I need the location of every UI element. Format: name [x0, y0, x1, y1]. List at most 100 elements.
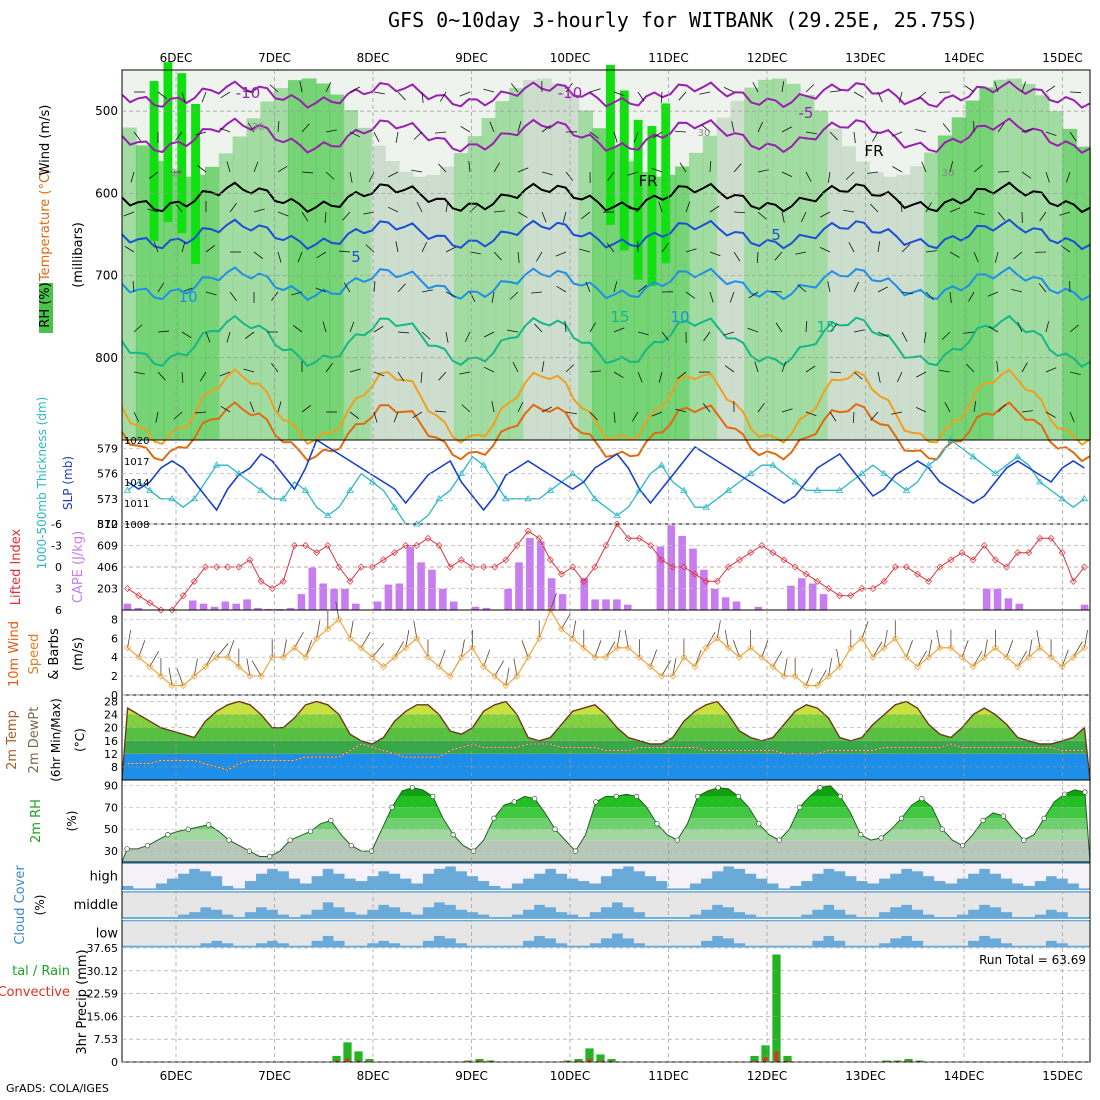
top-xtick-label: 13DEC	[845, 51, 885, 65]
cloud-gap-high	[778, 864, 790, 888]
cloud-gap-high	[244, 864, 256, 881]
cloud-gap-middle	[322, 893, 334, 903]
cloud-gap-low	[912, 921, 924, 940]
cape-bar	[504, 589, 512, 610]
cloud-gap-low	[389, 921, 401, 943]
contour-label: 5	[351, 248, 361, 266]
cloud-gap-high	[734, 864, 746, 869]
cloud-gap-high	[144, 864, 156, 888]
cloud-gap-low	[534, 921, 546, 936]
wind-barb	[395, 642, 404, 658]
cloud-gap-middle	[1068, 893, 1080, 917]
cloud-gap-low	[1045, 921, 1057, 940]
rh-band	[122, 780, 1090, 796]
rh-point	[920, 796, 925, 801]
rh-point	[879, 836, 884, 841]
thickness-ylabel: 1000-500mb Thickness (dm)	[35, 397, 49, 570]
cloud-gap-middle	[311, 893, 323, 910]
rh-shading-column	[993, 80, 1008, 440]
cape-bar	[591, 599, 599, 610]
cloud-gap-middle	[812, 893, 824, 910]
cloud-gap-low	[167, 921, 179, 945]
contour-label: 10	[670, 308, 689, 326]
temperature-tick-label: 12	[104, 748, 118, 761]
cloud-gap-middle	[934, 893, 946, 917]
bottom-xtick-label: 6DEC	[160, 1069, 193, 1083]
cloud-gap-low	[623, 921, 635, 938]
cloud-gap-middle	[122, 893, 134, 917]
slp-series-line	[128, 440, 1085, 510]
cape-bar	[624, 605, 632, 610]
cloud-gap-high	[879, 864, 891, 879]
temperature-band	[122, 702, 1090, 715]
precip-tick-label: 22.59	[87, 988, 119, 1001]
cloud-gap-low	[211, 921, 223, 940]
contour-label: FR	[638, 172, 657, 190]
wind-ylabel: 10m Wind	[7, 621, 22, 687]
rh-shading-column	[758, 80, 773, 440]
precip-convective-bar	[345, 1058, 349, 1062]
cloud-gap-high	[856, 864, 868, 881]
cloud-gap-middle	[1012, 893, 1024, 917]
top-xtick-label: 8DEC	[357, 51, 390, 65]
rh-shading-column	[924, 153, 939, 440]
rh-shading-column	[952, 117, 967, 440]
wind-barb	[817, 670, 826, 686]
bottom-xtick-label: 9DEC	[455, 1069, 488, 1083]
rh-tick-label: 90	[104, 779, 118, 792]
cloud-gap-middle	[356, 893, 368, 915]
thickness-tick-label: 576	[97, 468, 118, 481]
cloud-gap-low	[600, 921, 612, 938]
cloud-gap-middle	[489, 893, 501, 917]
bottom-xtick-label: 13DEC	[845, 1069, 885, 1083]
cape-bar	[439, 589, 447, 610]
cloud-gap-high	[322, 864, 334, 869]
pressure-tick-label: 700	[95, 269, 118, 283]
cloud-gap-middle	[723, 893, 735, 908]
cloud-gap-high	[411, 864, 423, 883]
cape-bar	[983, 589, 991, 610]
cloud-gap-middle	[456, 893, 468, 910]
cape-bar	[200, 604, 208, 610]
temperature-minmax-label: (6hr Min/Max)	[49, 698, 63, 782]
rh-point	[675, 838, 680, 843]
cloud-gap-middle	[233, 893, 245, 917]
cloud-gap-high	[300, 864, 312, 883]
bottom-xtick-label: 11DEC	[648, 1069, 688, 1083]
contour-label: 30	[252, 122, 265, 133]
cloud-gap-high	[890, 864, 902, 874]
cloud-gap-low	[578, 921, 590, 945]
cloud-gap-low	[133, 921, 145, 945]
contour-label: 15	[816, 318, 835, 336]
cloud-gap-middle	[1045, 893, 1057, 910]
cloud-gap-high	[1001, 864, 1013, 879]
wind-barb	[252, 661, 261, 677]
cloud-gap-middle	[133, 893, 145, 917]
cloud-gap-high	[133, 864, 145, 888]
cloud-gap-high	[923, 864, 935, 876]
rh-point	[858, 832, 863, 837]
rh-point	[1001, 814, 1006, 819]
cloud-gap-low	[778, 921, 790, 945]
cloud-gap-middle	[222, 893, 234, 915]
cloud-gap-middle	[945, 893, 957, 917]
cloud-gap-middle	[834, 893, 846, 910]
li-tick-label: 0	[55, 561, 62, 574]
cloud-gap-middle	[634, 893, 646, 912]
wind-speed-line	[128, 610, 1085, 686]
cape-bar	[124, 604, 132, 610]
cloud-gap-high	[222, 864, 234, 886]
rh-shading-column	[302, 78, 317, 440]
cloud-gap-middle	[856, 893, 868, 917]
cloud-gap-middle	[300, 893, 312, 915]
cloud-gap-middle	[689, 893, 701, 915]
cloud-gap-middle	[378, 893, 390, 905]
cloud-level-label: middle	[74, 898, 118, 913]
cloud-gap-low	[979, 921, 991, 936]
slp-tick-label: 1020	[124, 436, 149, 447]
wind-barb	[561, 613, 570, 629]
temperature-ylabel: 2m Temp	[5, 710, 20, 770]
cloud-gap-middle	[756, 893, 768, 917]
precip-tick-label: 30.12	[87, 965, 119, 978]
cloud-gap-middle	[879, 893, 891, 912]
